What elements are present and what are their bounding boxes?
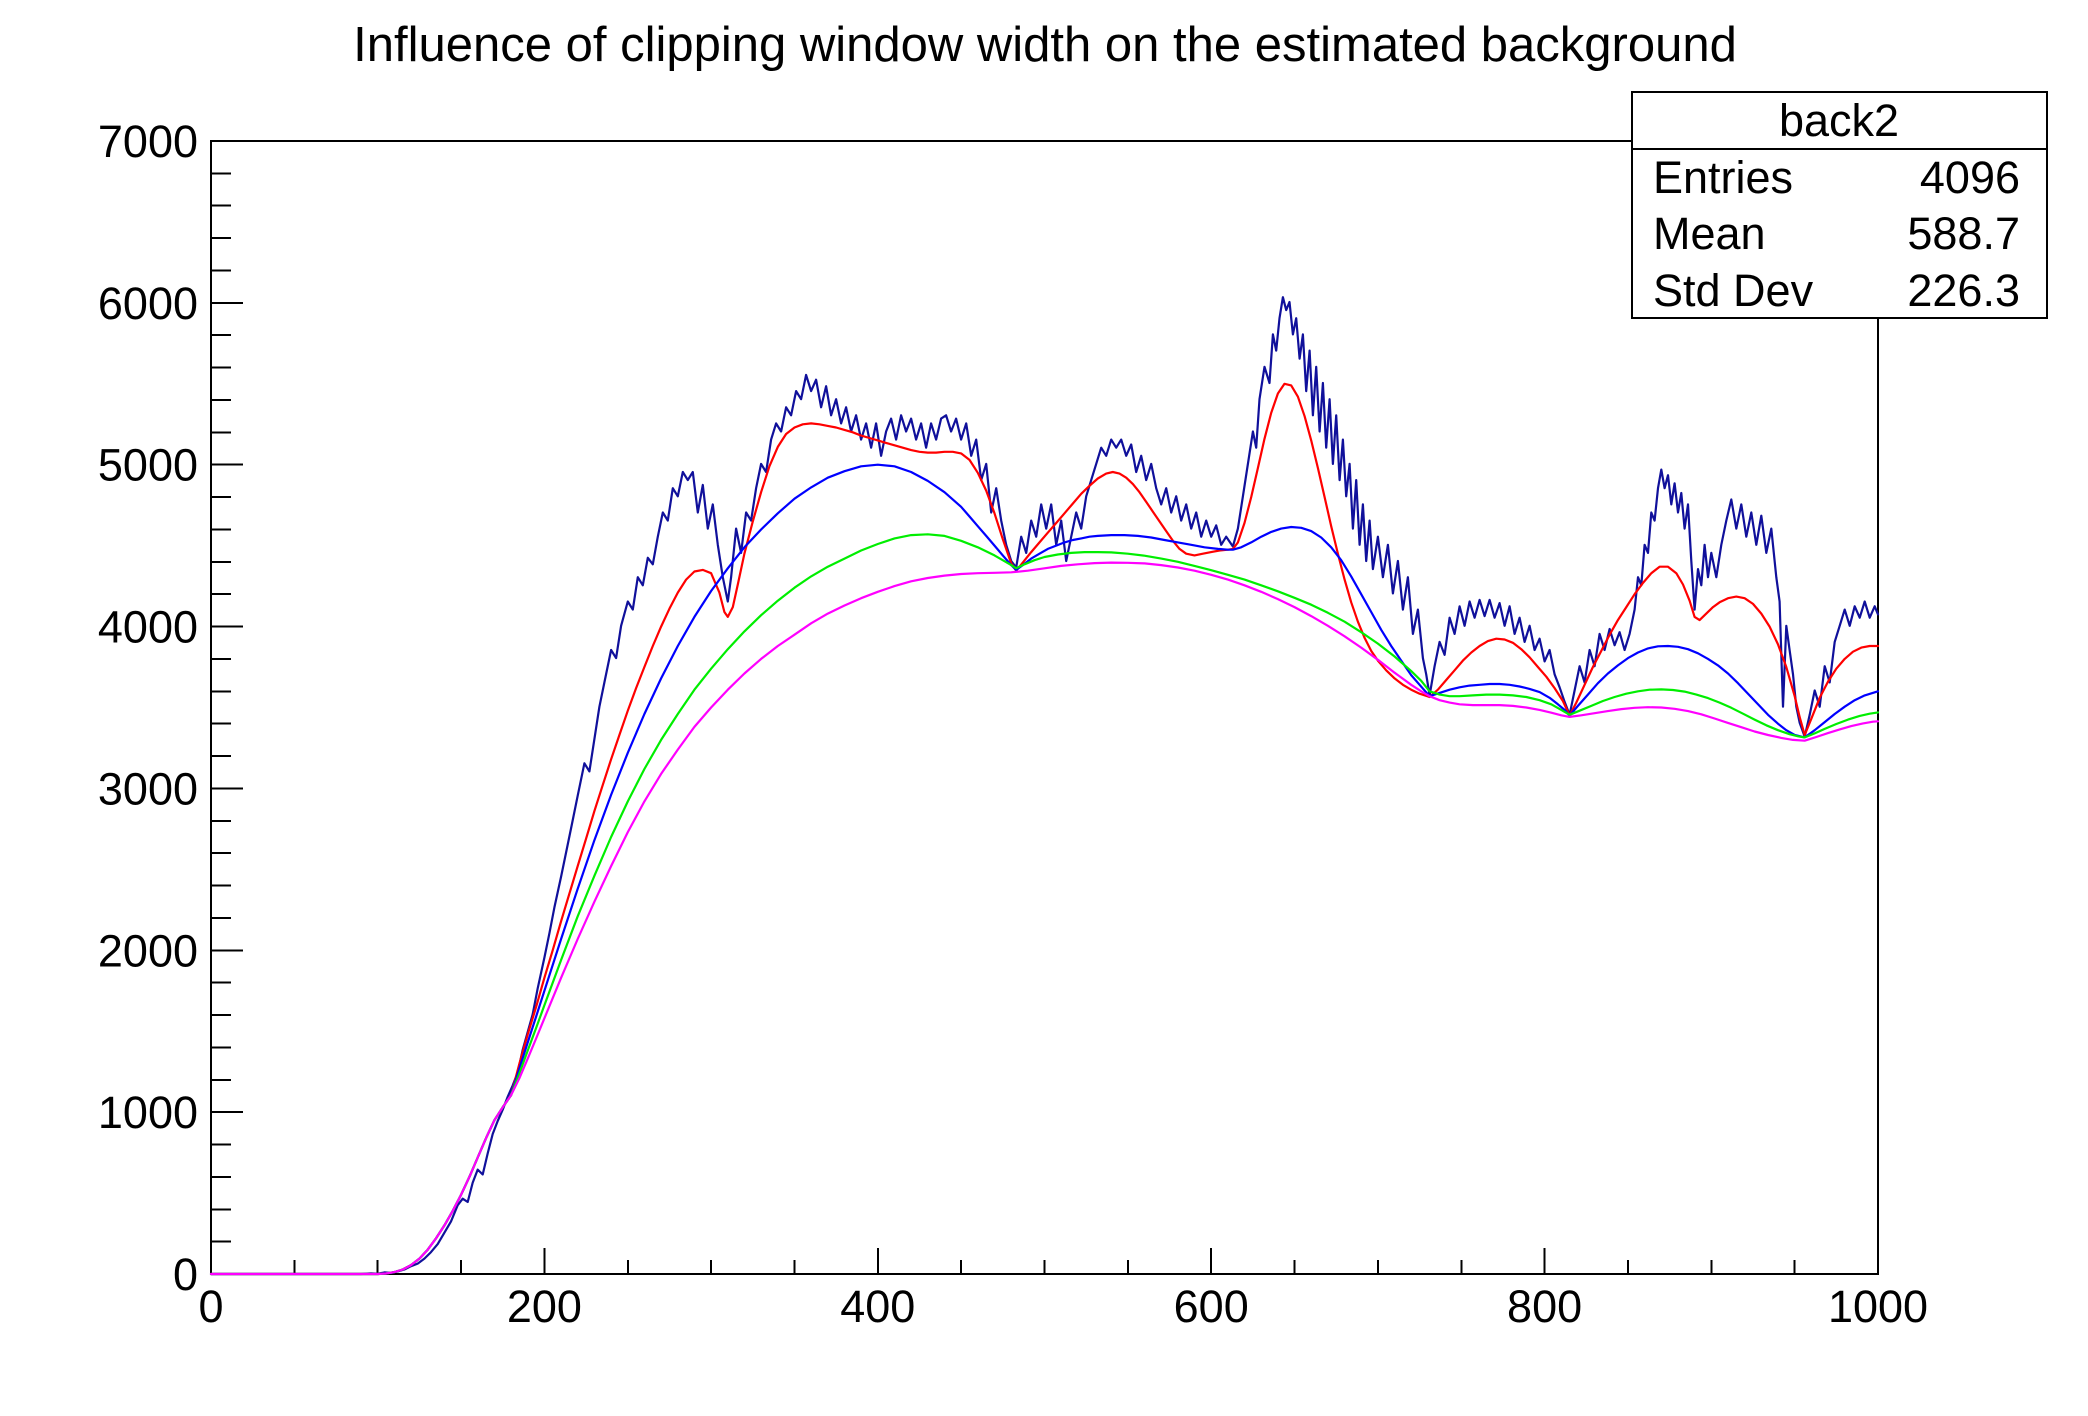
y-tick-label: 0	[173, 1249, 198, 1300]
series-line-spectrum-back2	[209, 296, 1880, 1276]
x-tick-label: 1000	[1828, 1281, 1928, 1332]
series-line-estimated-background-1	[209, 382, 1880, 1276]
y-tick-label: 5000	[98, 440, 198, 491]
y-tick-label: 7000	[98, 116, 198, 167]
x-tick-label: 0	[198, 1281, 223, 1332]
stats-entries-value: 4096	[1920, 152, 2020, 203]
y-tick-label: 4000	[98, 602, 198, 653]
x-tick-label: 200	[507, 1281, 582, 1332]
stats-box: back2 Entries 4096 Mean 588.7 Std Dev 22…	[1631, 91, 2048, 319]
x-axis-ticks	[210, 1248, 1879, 1274]
y-axis-labels: 0 1000 2000 3000 4000 5000 6000 7000	[98, 116, 198, 1300]
stats-box-frame	[1631, 91, 2048, 319]
y-tick-label: 1000	[98, 1087, 198, 1138]
series-line-estimated-background-2	[209, 463, 1880, 1276]
x-tick-label: 600	[1174, 1281, 1249, 1332]
x-tick-label: 400	[840, 1281, 915, 1332]
y-tick-label: 2000	[98, 925, 198, 976]
series-line-estimated-background-3	[209, 533, 1880, 1276]
stats-entries-label: Entries	[1653, 152, 1793, 203]
stats-stddev-label: Std Dev	[1653, 265, 1814, 316]
x-tick-label: 800	[1507, 1281, 1582, 1332]
stats-stddev-value: 226.3	[1907, 265, 2020, 316]
y-tick-label: 3000	[98, 763, 198, 814]
series-line-estimated-background-4	[209, 561, 1880, 1276]
x-axis-labels: 0 200 400 600 800 1000	[198, 1281, 1928, 1332]
stats-mean-value: 588.7	[1907, 208, 2020, 259]
series-lines	[209, 296, 1880, 1276]
stats-box-title: back2	[1779, 95, 1899, 146]
stats-mean-label: Mean	[1653, 208, 1766, 259]
chart-title: Influence of clipping window width on th…	[353, 18, 1737, 72]
y-tick-label: 6000	[98, 278, 198, 329]
y-axis-ticks	[211, 140, 243, 1275]
